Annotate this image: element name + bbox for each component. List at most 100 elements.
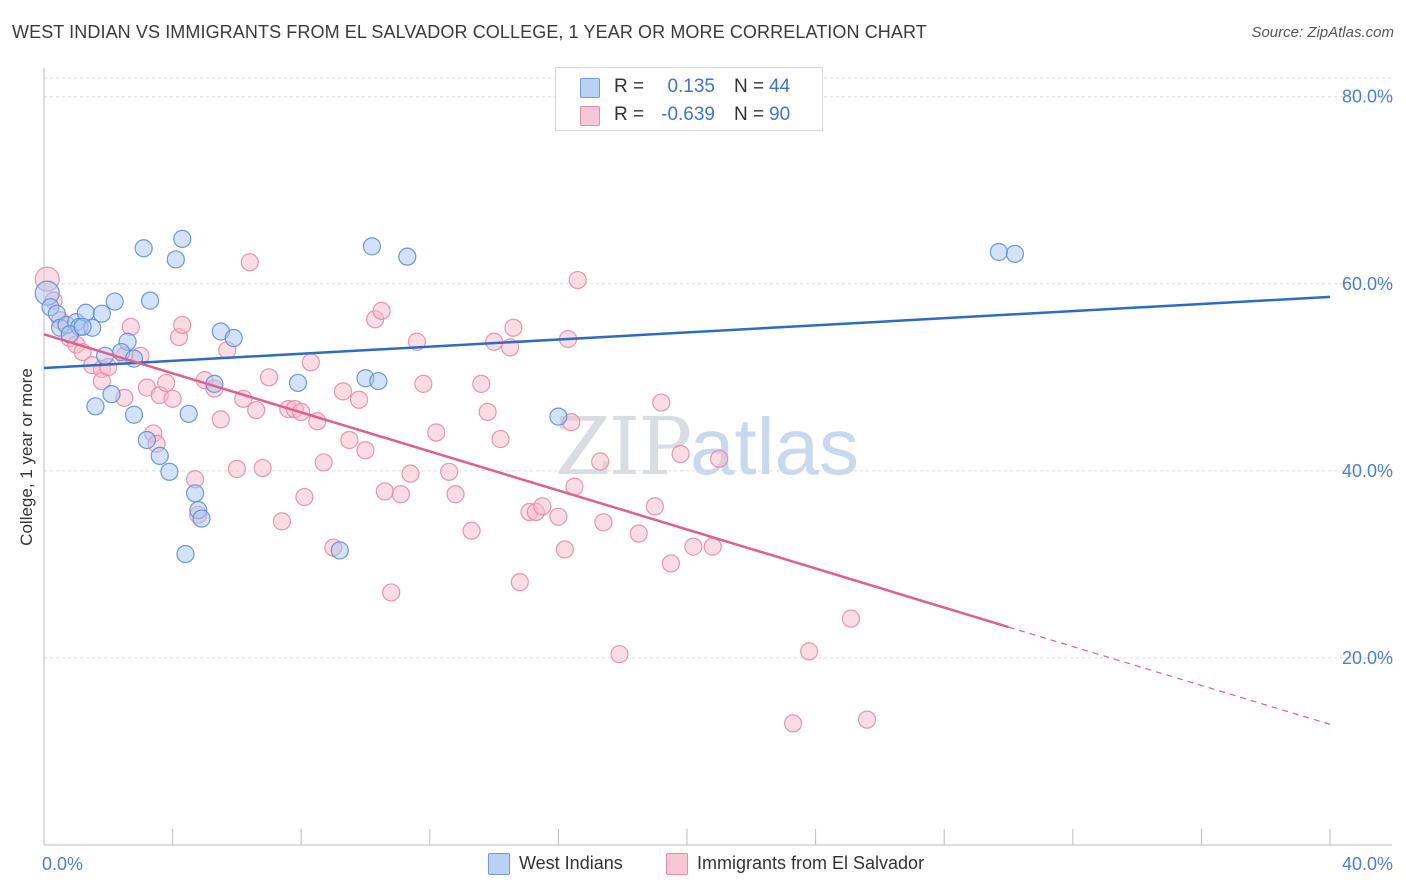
west-indian-point	[166, 250, 185, 269]
west-indian-point	[192, 509, 211, 528]
el-salvador-point	[427, 423, 446, 442]
n-value: 44	[769, 76, 791, 97]
el-salvador-point	[401, 464, 420, 483]
el-salvador-point	[591, 452, 610, 471]
west-indian-point	[86, 397, 105, 416]
el-salvador-point	[857, 710, 877, 729]
el-salvador-point	[253, 458, 272, 478]
n-value: 90	[769, 104, 791, 125]
legend-row-west-indians: R = 0.135 N = 44	[556, 73, 822, 101]
el-salvador-trend-line	[43, 333, 1009, 629]
series-legend: West Indians Immigrants from El Salvador	[0, 852, 1406, 878]
el-salvador-point	[173, 315, 192, 335]
el-salvador-point	[661, 554, 681, 573]
west-indian-point	[134, 239, 153, 258]
el-salvador-point	[439, 462, 459, 481]
west-indian-point	[124, 405, 144, 424]
source-credit: Source: ZipAtlas.com	[1251, 24, 1394, 41]
el-salvador-point	[356, 441, 375, 460]
n-label: N =	[734, 76, 765, 97]
chart-title: WEST INDIAN VS IMMIGRANTS FROM EL SALVAD…	[12, 22, 927, 42]
el-salvador-point	[568, 270, 587, 290]
el-salvador-point	[684, 537, 703, 556]
pink-swatch-icon	[666, 853, 688, 875]
el-salvador-point	[259, 368, 279, 387]
blue-swatch-icon	[580, 78, 600, 98]
y-tick-label: 20.0%	[1342, 648, 1393, 668]
el-salvador-point	[163, 389, 182, 408]
el-salvador-point	[157, 373, 176, 393]
west-indian-point	[330, 541, 349, 560]
el-salvador-point	[446, 485, 465, 504]
y-tick-label: 80.0%	[1342, 87, 1393, 107]
watermark-zip: ZIP	[555, 400, 692, 493]
x-tick-label: 40.0%	[1342, 854, 1393, 874]
el-salvador-point	[375, 482, 394, 501]
legend-row-el-salvador: R = -0.639 N = 90	[556, 101, 822, 129]
el-salvador-point	[227, 459, 246, 479]
west-indian-point	[186, 484, 205, 503]
el-salvador-point	[555, 540, 574, 559]
west-indian-point	[1005, 244, 1025, 263]
el-salvador-point	[472, 374, 491, 393]
west-indian-point	[288, 373, 308, 393]
el-salvador-point	[462, 521, 481, 540]
el-salvador-trend-extension	[1008, 626, 1331, 725]
west-indian-point	[362, 237, 382, 256]
el-salvador-point	[301, 353, 320, 372]
el-salvador-point	[340, 430, 359, 450]
el-salvador-point	[800, 642, 819, 661]
west-indian-point	[137, 430, 156, 450]
west-indian-point	[150, 446, 169, 465]
r-value: -0.639	[661, 104, 715, 125]
el-salvador-point	[549, 507, 568, 526]
el-salvador-point	[391, 485, 410, 504]
el-salvador-point	[710, 449, 729, 468]
el-salvador-point	[594, 513, 613, 532]
el-salvador-point	[491, 429, 510, 449]
el-salvador-point	[372, 301, 391, 321]
legend-label: West Indians	[519, 853, 623, 873]
el-salvador-point	[382, 583, 401, 602]
west-indian-point	[173, 229, 192, 248]
blue-swatch-icon	[488, 853, 510, 875]
n-label: N =	[734, 104, 765, 125]
west-indian-point	[369, 371, 388, 391]
el-salvador-point	[504, 318, 523, 337]
west-indian-point	[105, 292, 124, 311]
west-indian-point	[102, 385, 121, 404]
el-salvador-point	[610, 645, 629, 664]
r-value: 0.135	[667, 76, 715, 97]
el-salvador-point	[247, 400, 266, 420]
el-salvador-point	[333, 382, 353, 401]
el-salvador-point	[272, 512, 292, 531]
west-indian-point	[73, 317, 92, 336]
west-indian-point	[160, 462, 179, 481]
el-salvador-point	[783, 714, 803, 733]
west-indian-point	[549, 407, 568, 426]
el-salvador-point	[510, 573, 529, 592]
r-label: R =	[614, 76, 645, 97]
el-salvador-point	[295, 487, 314, 507]
y-tick-label: 40.0%	[1342, 461, 1393, 481]
el-salvador-point	[121, 317, 140, 336]
west-indian-point	[179, 404, 198, 423]
west-indian-trend-line	[43, 295, 1331, 370]
el-salvador-point	[703, 537, 722, 556]
el-salvador-point	[841, 609, 861, 628]
el-salvador-point	[478, 402, 497, 422]
west-indian-point	[176, 545, 195, 564]
x-tick-label: 0.0%	[42, 854, 83, 874]
el-salvador-point	[349, 390, 369, 409]
west-indian-point	[92, 304, 111, 323]
el-salvador-point	[671, 444, 690, 464]
el-salvador-point	[314, 453, 333, 472]
el-salvador-point	[240, 253, 259, 272]
el-salvador-point	[414, 374, 433, 393]
pink-swatch-icon	[580, 106, 600, 126]
correlation-legend: R = 0.135 N = 44 R = -0.639 N = 90	[555, 67, 823, 131]
r-label: R =	[614, 104, 645, 125]
west-indian-point	[989, 242, 1008, 262]
el-salvador-point	[645, 497, 664, 516]
